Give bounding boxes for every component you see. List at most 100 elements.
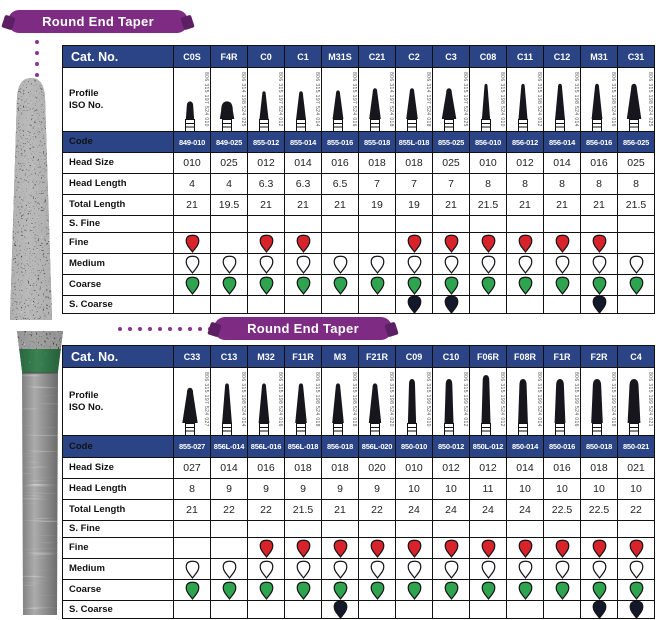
head-length-value: 10 [433, 479, 470, 500]
medium-grade-marker-icon [333, 255, 347, 274]
cat-no-value: C13 [211, 346, 248, 368]
code-value: 856-025 [618, 132, 655, 153]
s-fine-grade-cell [396, 216, 433, 233]
total-length-value: 21 [507, 195, 544, 216]
coarse-grade-marker-icon [592, 276, 606, 295]
profile-cell: 806 315 197 524 012 [248, 68, 285, 132]
coarse-grade-cell [174, 275, 211, 296]
coarse-grade-marker-icon [222, 581, 236, 600]
bur-profile-icon [182, 387, 198, 435]
s-fine-grade-cell [507, 521, 544, 538]
medium-grade-marker-icon [555, 255, 569, 274]
medium-grade-marker-icon [222, 255, 236, 274]
s-coarse-grade-marker-icon [592, 296, 606, 313]
code-header: Code [63, 132, 174, 153]
iso-number: 806 315 198 524 025 [647, 72, 653, 127]
fine-grade-cell [507, 233, 544, 254]
total-length-value: 22 [248, 500, 285, 521]
coarse-grade-cell [581, 580, 618, 601]
medium-label: Medium [63, 254, 174, 275]
fine-grade-marker-icon [296, 234, 310, 253]
profile-cell: 806 314 197 524 018 [359, 68, 396, 132]
cat-no-value: C12 [544, 46, 581, 68]
head-size-value: 027 [174, 458, 211, 479]
fine-grade-cell [322, 233, 359, 254]
total-length-value: 21 [581, 195, 618, 216]
fine-grade-cell [544, 538, 581, 559]
s-coarse-grade-marker-icon [407, 296, 421, 313]
head-size-value: 016 [322, 153, 359, 174]
coarse-grade-cell [248, 275, 285, 296]
fine-grade-marker-icon [407, 234, 421, 253]
head-size-value: 018 [285, 458, 322, 479]
s-fine-grade-cell [618, 521, 655, 538]
head-length-value: 8 [544, 174, 581, 195]
total-length-value: 21 [174, 195, 211, 216]
medium-grade-cell [248, 559, 285, 580]
bur-profile-icon [444, 379, 454, 435]
s-coarse-label: S. Coarse [63, 296, 174, 314]
s-fine-label: S. Fine [63, 216, 174, 233]
head-length-value: 10 [618, 479, 655, 500]
coarse-grade-marker-icon [370, 276, 384, 295]
s-coarse-grade-cell [433, 601, 470, 619]
cat-no-value: C31 [618, 46, 655, 68]
coarse-grade-marker-icon [296, 581, 310, 600]
medium-grade-marker-icon [185, 255, 199, 274]
coarse-grade-cell [396, 580, 433, 601]
coarse-grade-marker-icon [296, 276, 310, 295]
iso-number: 806 315 199 524 012 [499, 372, 505, 427]
coarse-label: Coarse [63, 275, 174, 296]
medium-grade-cell [322, 254, 359, 275]
cat-no-value: F21R [359, 346, 396, 368]
coarse-grade-cell [359, 275, 396, 296]
cat-no-value: C1 [285, 46, 322, 68]
medium-grade-cell [285, 254, 322, 275]
iso-number: 806 315 199 524 014 [536, 372, 542, 427]
head-length-value: 9 [285, 479, 322, 500]
coarse-grade-cell [174, 580, 211, 601]
cat-no-value: C0S [174, 46, 211, 68]
fine-grade-marker-icon [555, 234, 569, 253]
code-value: 856-014 [544, 132, 581, 153]
cat-no-value: C33 [174, 346, 211, 368]
code-value: 856L-018 [285, 436, 322, 458]
coarse-grade-marker-icon [518, 581, 532, 600]
profile-cell: 806 315 199 524 012 [470, 368, 507, 436]
s-fine-grade-cell [359, 521, 396, 538]
profile-cell: 806 314 198 524 025 [211, 68, 248, 132]
fine-grade-cell [581, 538, 618, 559]
medium-grade-marker-icon [296, 255, 310, 274]
s-coarse-grade-cell [433, 296, 470, 314]
fine-grade-marker-icon [592, 234, 606, 253]
medium-grade-cell [322, 559, 359, 580]
coarse-grade-cell [544, 580, 581, 601]
bur-table-2: Cat. No. C33 C13 M32 F11R M3 F21R C09 C10 F06R F08… [62, 345, 655, 619]
head-length-label: Head Length [63, 174, 174, 195]
medium-grade-marker-icon [259, 560, 273, 579]
code-value: 849-010 [174, 132, 211, 153]
code-value: 855-027 [174, 436, 211, 458]
head-size-value: 018 [359, 153, 396, 174]
bur-profile-icon [407, 379, 417, 435]
s-fine-grade-cell [581, 216, 618, 233]
head-length-value: 7 [359, 174, 396, 195]
medium-grade-marker-icon [296, 560, 310, 579]
head-size-value: 010 [174, 153, 211, 174]
code-value: 855-012 [248, 132, 285, 153]
s-fine-grade-cell [544, 216, 581, 233]
iso-number: 806 315 198 524 016 [277, 372, 283, 427]
cat-no-value: F1R [544, 346, 581, 368]
total-length-value: 21.5 [618, 195, 655, 216]
head-size-value: 014 [285, 153, 322, 174]
s-fine-grade-cell [618, 216, 655, 233]
s-coarse-grade-cell [359, 296, 396, 314]
fine-grade-marker-icon [629, 539, 643, 558]
medium-grade-marker-icon [481, 255, 495, 274]
medium-grade-cell [174, 559, 211, 580]
medium-grade-cell [433, 254, 470, 275]
coarse-grade-cell [396, 275, 433, 296]
coarse-grade-marker-icon [407, 276, 421, 295]
s-fine-grade-cell [285, 521, 322, 538]
head-size-value: 012 [433, 458, 470, 479]
